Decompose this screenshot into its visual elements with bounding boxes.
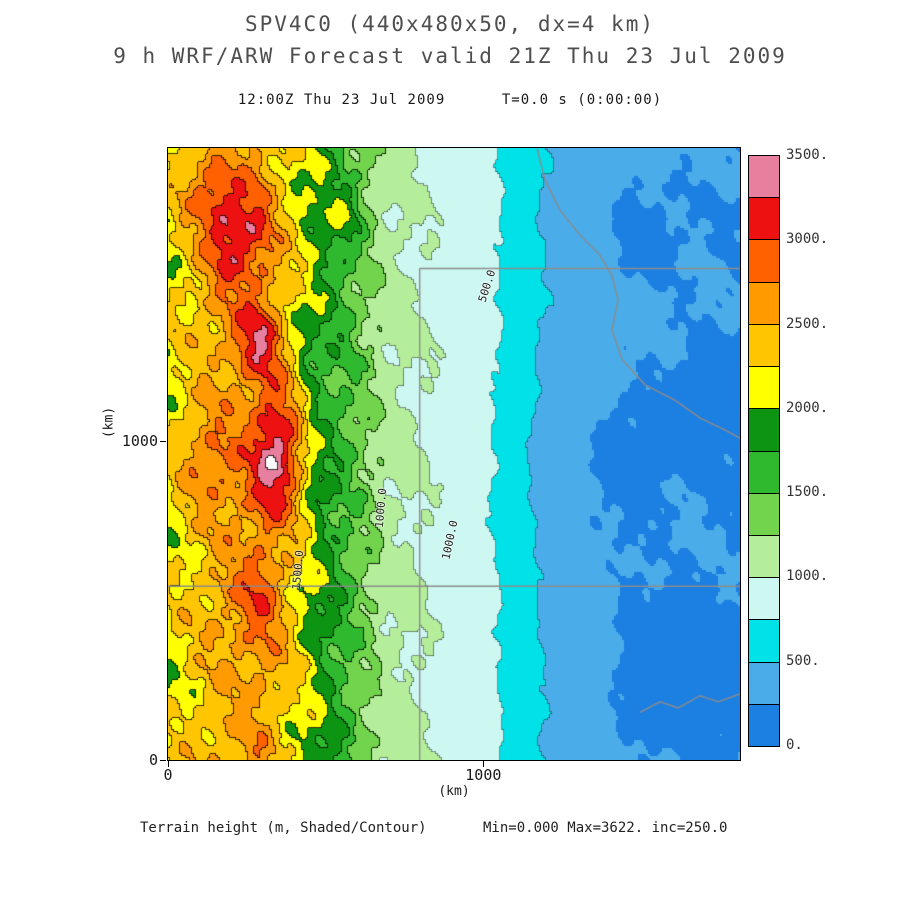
colorbar-tick-label: 1500. xyxy=(786,484,829,501)
x-axis-tick-label: 0 xyxy=(163,766,173,784)
colorbar-segment xyxy=(749,239,779,282)
colorbar-segment xyxy=(749,661,779,704)
colorbar-segment xyxy=(749,281,779,324)
page-subtitle: 9 h WRF/ARW Forecast valid 21Z Thu 23 Ju… xyxy=(113,44,787,68)
y-axis-tick xyxy=(160,441,166,443)
terrain-map-plot: 500.0 1000.0 1500.0 1000.0 xyxy=(167,147,741,761)
x-axis-label: (km) xyxy=(438,784,470,799)
colorbar-tick-label: 2500. xyxy=(786,315,829,332)
colorbar-tick-label: 500. xyxy=(786,652,820,669)
colorbar-tick-label: 0. xyxy=(786,737,803,753)
y-axis-tick-label: 0 xyxy=(148,751,158,769)
y-axis-tick xyxy=(160,760,166,761)
colorbar-tick-label: 3500. xyxy=(786,147,829,163)
colorbar-segment xyxy=(749,577,779,620)
colorbar-segment xyxy=(749,450,779,493)
colorbar-segment xyxy=(749,323,779,367)
x-axis-tick xyxy=(483,761,485,767)
colorbar-tick-label: 1000. xyxy=(786,568,829,585)
colorbar-tick-label: 3000. xyxy=(786,231,829,248)
y-axis-tick-label: 1000 xyxy=(121,432,158,451)
colorbar-segment xyxy=(749,156,779,198)
x-axis-tick xyxy=(168,761,169,767)
colorbar-segment xyxy=(749,366,779,409)
colorbar-segment xyxy=(749,197,779,240)
colorbar-tick-label: 2000. xyxy=(786,399,829,416)
colorbar-segment xyxy=(749,619,779,662)
field-caption: Terrain height (m, Shaded/Contour) xyxy=(140,820,427,836)
colorbar-segment xyxy=(749,703,779,747)
y-axis-label: (km) xyxy=(101,406,117,439)
page-title: SPV4C0 (440x480x50, dx=4 km) xyxy=(244,12,655,36)
colorbar-tick-labels: 3500. 3000. 2500. 2000. 1500. 1000. 500. 0. xyxy=(786,147,856,753)
x-axis-tick-label: 1000 xyxy=(465,766,502,784)
min-max-stats: Min=0.000 Max=3622. inc=250.0 xyxy=(483,820,728,836)
init-time-line: 12:00Z Thu 23 Jul 2009 T=0.0 s (0:00:00) xyxy=(237,92,663,108)
colorbar-segment xyxy=(749,408,779,451)
colorbar-segment xyxy=(749,492,779,535)
colorbar-segment xyxy=(749,534,779,578)
terrain-field-canvas xyxy=(168,148,740,760)
colorbar xyxy=(748,155,780,747)
